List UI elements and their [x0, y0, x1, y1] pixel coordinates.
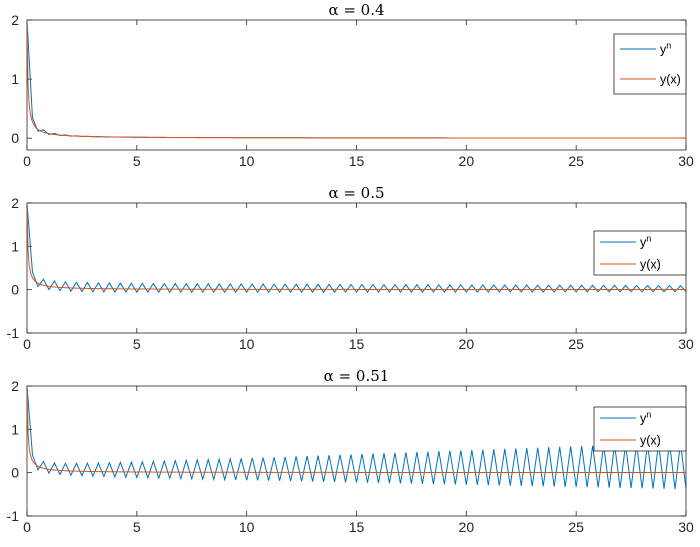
x-tick-label: 10 [239, 153, 255, 169]
legend-label: y(x) [660, 73, 681, 87]
y-tick-label: 0 [11, 130, 19, 146]
x-tick-label: 20 [459, 336, 475, 352]
series-line-y-x [27, 386, 686, 474]
plot-title: α = 0.5 [328, 184, 384, 202]
y-tick-label: 0 [11, 465, 19, 481]
x-tick-label: 5 [133, 519, 141, 535]
y-tick-label: 1 [11, 71, 19, 87]
legend: yn y(x) [593, 406, 687, 452]
x-tick-label: 10 [239, 336, 255, 352]
y-tick-label: 1 [11, 238, 19, 254]
legend-label: yn [640, 410, 651, 426]
legend-box [613, 33, 687, 95]
x-tick-label: 30 [678, 336, 694, 352]
x-tick-label: 15 [349, 519, 365, 535]
x-tick-label: 25 [568, 153, 584, 169]
plot-title: α = 0.4 [328, 1, 384, 19]
x-tick-label: 5 [133, 336, 141, 352]
legend-label: yn [640, 234, 651, 250]
x-tick-label: 25 [568, 519, 584, 535]
y-tick-label: 2 [11, 195, 19, 211]
x-tick-label: 15 [349, 336, 365, 352]
legend-label: y(x) [640, 258, 661, 272]
y-tick-label: 0 [11, 282, 19, 298]
x-tick-label: 0 [23, 519, 31, 535]
y-tick-label: -1 [7, 508, 20, 524]
series-line-y-x [27, 203, 686, 291]
x-tick-label: 25 [568, 336, 584, 352]
x-tick-label: 30 [678, 153, 694, 169]
x-tick-label: 15 [349, 153, 365, 169]
axes-box [26, 19, 687, 151]
series-line-y-n [27, 386, 686, 490]
x-tick-label: 5 [133, 153, 141, 169]
legend-box [593, 406, 687, 452]
legend: yn y(x) [593, 230, 687, 276]
axes-box [26, 385, 687, 517]
x-tick-label: 30 [678, 519, 694, 535]
legend-label: y(x) [640, 434, 661, 448]
subplot-1: α = 0.4 0 5 10 15 20 25 30 0 1 2 yn y(x) [11, 1, 694, 169]
x-tick-label: 0 [23, 153, 31, 169]
legend: yn y(x) [613, 33, 687, 95]
y-tick-label: 2 [11, 12, 19, 28]
axes-box [26, 202, 687, 334]
x-tick-label: 0 [23, 336, 31, 352]
x-tick-label: 20 [459, 153, 475, 169]
series-line-y-x [27, 20, 686, 139]
plot-title: α = 0.51 [324, 367, 390, 385]
y-tick-label: -1 [7, 325, 20, 341]
y-tick-label: 2 [11, 378, 19, 394]
x-tick-label: 20 [459, 519, 475, 535]
legend-box [593, 230, 687, 276]
legend-label: yn [660, 41, 671, 57]
x-tick-label: 10 [239, 519, 255, 535]
y-tick-label: 1 [11, 421, 19, 437]
series-line-y-n [27, 203, 686, 294]
